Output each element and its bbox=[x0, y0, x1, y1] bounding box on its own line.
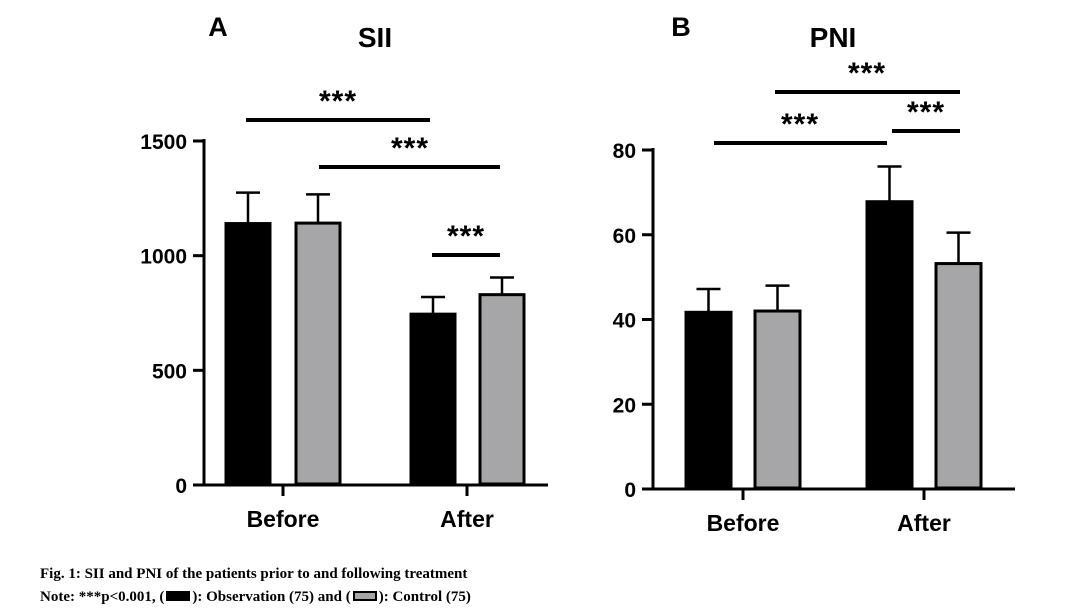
significance-label-b: *** bbox=[907, 96, 945, 129]
bar-a-before-observation bbox=[224, 222, 272, 486]
figure: A SII 0 500 1000 1500 Before After *** *** *** B PNI… bbox=[140, 12, 1015, 536]
bar-a-before-control bbox=[294, 221, 342, 486]
note-observation: ): Observation (75) and ( bbox=[192, 589, 351, 605]
y-tick-label-a: 1500 bbox=[140, 131, 187, 154]
x-category-label-a: After bbox=[440, 506, 494, 532]
significance-label-b: *** bbox=[781, 108, 819, 141]
y-tick-label-b: 60 bbox=[613, 225, 636, 248]
y-tick-label-b: 80 bbox=[613, 140, 636, 163]
figure-caption: Fig. 1: SII and PNI of the patients prio… bbox=[40, 566, 468, 582]
bar-b-after-control bbox=[934, 262, 983, 490]
y-tick-label-a: 0 bbox=[175, 475, 187, 498]
figure-note: Note: ***p<0.001, ( ): Observation (75) a… bbox=[40, 589, 471, 606]
control-legend-swatch bbox=[352, 591, 377, 601]
bar-b-before-control bbox=[753, 309, 802, 490]
significance-label-a: *** bbox=[447, 220, 485, 253]
observation-legend-swatch bbox=[166, 591, 191, 601]
y-tick-label-a: 500 bbox=[152, 360, 187, 383]
significance-label-a: *** bbox=[319, 85, 357, 118]
significance-label-b: *** bbox=[848, 57, 886, 90]
y-tick-label-b: 40 bbox=[613, 310, 636, 333]
panel-letter-a: A bbox=[208, 12, 228, 42]
chart-title-a: SII bbox=[358, 22, 392, 53]
y-tick-label-b: 20 bbox=[613, 394, 636, 417]
bar-b-after-observation bbox=[865, 200, 914, 490]
y-tick-label-a: 1000 bbox=[140, 246, 187, 269]
note-control: ): Control (75) bbox=[378, 589, 471, 605]
panel-letter-b: B bbox=[671, 12, 691, 42]
x-category-label-b: Before bbox=[707, 510, 780, 536]
bar-b-before-observation bbox=[684, 310, 733, 490]
y-tick-label-b: 0 bbox=[624, 479, 636, 502]
x-category-label-a: Before bbox=[247, 506, 320, 532]
chart-title-b: PNI bbox=[810, 22, 857, 53]
note-prefix: Note: ***p<0.001, ( bbox=[40, 589, 165, 605]
x-category-label-b: After bbox=[897, 510, 951, 536]
significance-label-a: *** bbox=[391, 132, 429, 165]
bar-a-after-control bbox=[478, 293, 526, 486]
bar-a-after-observation bbox=[409, 312, 457, 486]
